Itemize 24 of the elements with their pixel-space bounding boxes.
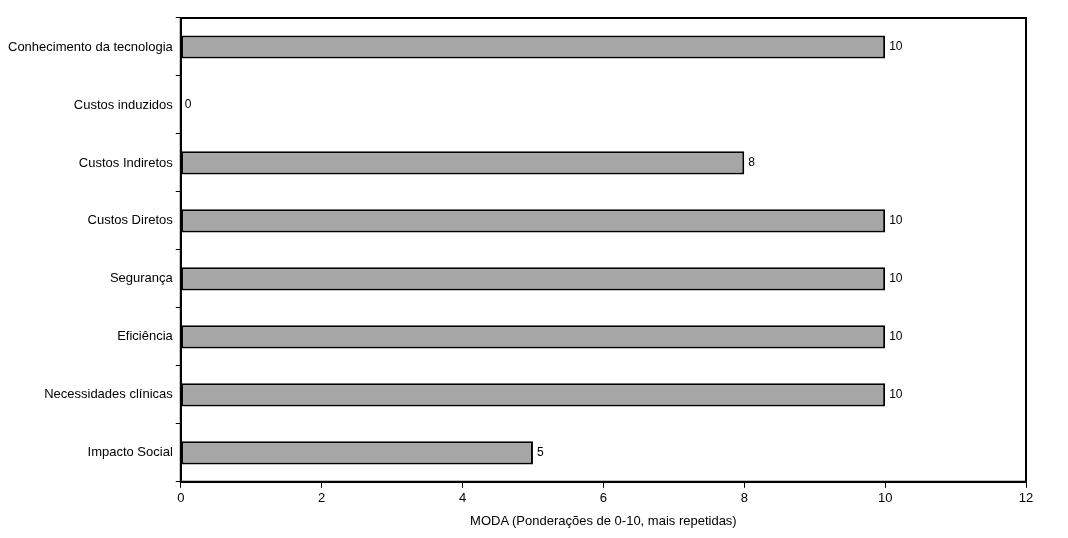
y-tick-label: Necessidades clínicas	[44, 386, 174, 402]
data-label: 5	[536, 445, 544, 460]
y-tick-label: Custos Diretos	[87, 212, 174, 228]
x-tick-label: 2	[318, 490, 326, 506]
y-tick-label: Custos induzidos	[73, 96, 174, 112]
x-tick-label: 12	[1018, 490, 1034, 506]
x-tick-label: 10	[877, 490, 893, 506]
data-label: 10	[889, 271, 903, 286]
y-tick-label: Conhecimento da tecnologia	[8, 38, 174, 54]
data-label: 10	[889, 213, 903, 228]
data-label: 10	[889, 329, 903, 344]
data-label: 10	[889, 387, 903, 402]
data-label: 10	[889, 39, 903, 54]
x-tick-label: 8	[740, 490, 748, 506]
data-label: 8	[748, 155, 756, 170]
data-label: 0	[184, 97, 192, 112]
y-tick-label: Eficiência	[117, 328, 174, 344]
y-tick-label: Segurança	[109, 270, 174, 286]
x-tick-label: 0	[177, 490, 185, 506]
x-tick-label: 4	[458, 490, 467, 506]
x-axis-title: MODA (Ponderações de 0-10, mais repetidas)	[470, 512, 737, 528]
x-tick-label: 6	[599, 490, 608, 506]
y-tick-label: Custos Indiretos	[78, 154, 174, 170]
y-tick-label: Impacto Social	[87, 444, 173, 460]
